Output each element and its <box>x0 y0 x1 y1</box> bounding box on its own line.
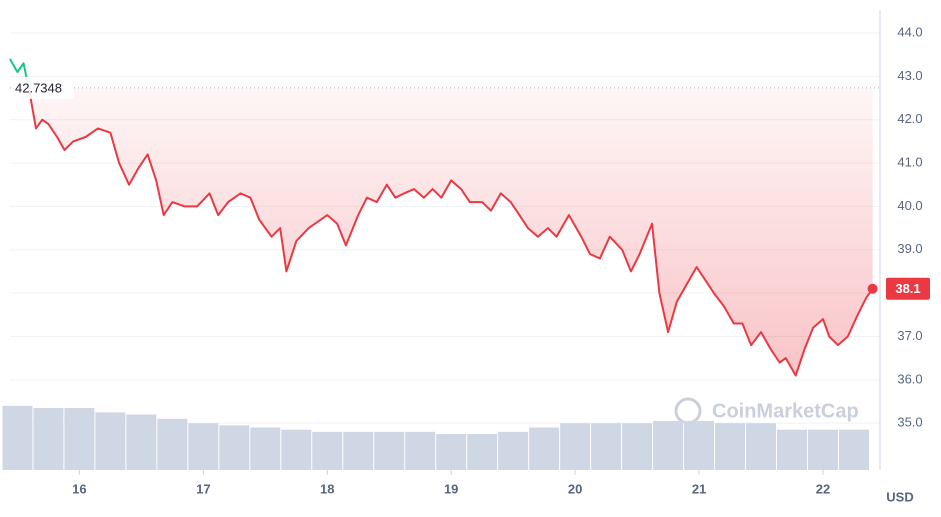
baseline-tag <box>12 76 74 99</box>
volume-bar <box>498 431 529 470</box>
volume-bar <box>157 418 188 470</box>
volume-bar <box>312 431 343 470</box>
x-tick-label: 17 <box>196 481 210 496</box>
volume-bar <box>684 421 715 470</box>
volume-bar <box>343 431 374 470</box>
volume-bar <box>529 427 560 470</box>
volume-bar <box>405 431 436 470</box>
y-tick-label: 42.0 <box>897 111 922 126</box>
volume-bar <box>2 405 33 470</box>
y-tick-label: 40.0 <box>897 198 922 213</box>
volume-bar <box>653 421 684 470</box>
y-tick-label: 43.0 <box>897 68 922 83</box>
x-tick-label: 22 <box>816 481 830 496</box>
baseline-label: 42.7348 <box>15 80 62 95</box>
price-tag <box>886 277 930 300</box>
last-point <box>867 283 878 294</box>
volume-bar <box>560 423 591 470</box>
area-fill <box>10 87 873 376</box>
x-tick-label: 21 <box>692 481 706 496</box>
volume-bar <box>838 429 869 470</box>
price-line <box>9 58 874 377</box>
volume-bar <box>746 423 777 470</box>
x-tick-label: 18 <box>320 481 334 496</box>
x-tick-label: 16 <box>72 481 86 496</box>
volume-bar <box>219 425 250 470</box>
volume-bar <box>95 412 126 470</box>
volume-bar <box>622 423 653 470</box>
volume-bar <box>777 429 807 470</box>
volume-bar <box>188 423 219 470</box>
y-tick-label: 41.0 <box>897 154 922 169</box>
watermark: CoinMarketCap <box>712 400 859 422</box>
volume-bar <box>808 429 838 470</box>
volume-bar <box>64 408 95 470</box>
x-tick-label: 19 <box>444 481 458 496</box>
volume-bar <box>467 434 498 470</box>
volume-bar <box>126 414 157 470</box>
volume-bar <box>281 429 312 470</box>
volume-bar <box>374 431 405 470</box>
x-tick-label: 20 <box>568 481 582 496</box>
volume-bar <box>250 427 281 470</box>
watermark-logo <box>674 397 702 425</box>
volume-bar <box>33 408 64 470</box>
y-tick-label: 37.0 <box>897 328 922 343</box>
y-tick-label: 35.0 <box>897 415 922 430</box>
y-tick-label: 36.0 <box>897 371 922 386</box>
y-tick-label: 44.0 <box>897 24 922 39</box>
volume-bar <box>715 423 746 470</box>
volume-bar <box>436 434 467 470</box>
axis-unit: USD <box>886 489 913 504</box>
volume-bar <box>591 423 622 470</box>
price-tag-label: 38.1 <box>895 281 920 296</box>
y-tick-label: 39.0 <box>897 241 922 256</box>
